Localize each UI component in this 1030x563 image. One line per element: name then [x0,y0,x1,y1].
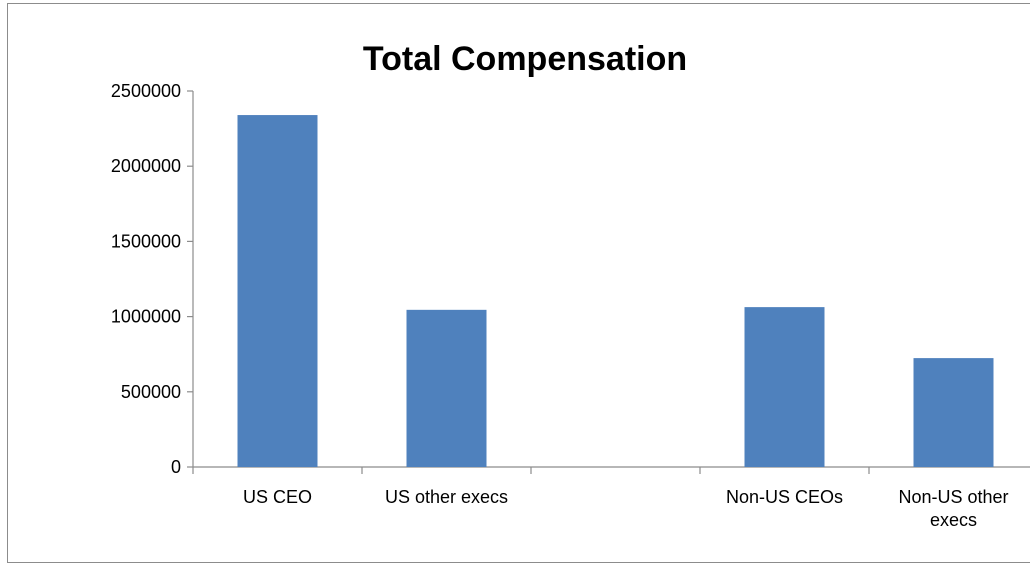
y-tick-label: 2000000 [111,156,181,176]
bar [744,307,825,467]
y-axis: 0 500000 1000000 1500000 2000000 2500000 [111,81,194,477]
x-category-label: Non-US other [898,487,1008,507]
x-axis: US CEO US other execs Non-US CEOs Non-US ot… [192,466,1030,530]
y-tick-label: 0 [171,457,181,477]
bar [913,358,994,467]
y-tick-label: 2500000 [111,81,181,101]
x-category-label: Non-US CEOs [726,487,843,507]
chart-frame [7,3,1030,563]
x-category-label: execs [930,510,977,530]
y-tick-label: 1500000 [111,231,181,251]
bar [237,115,318,468]
bar [406,309,487,467]
chart-title: Total Compensation [363,40,687,78]
x-category-label: US other execs [385,487,508,507]
y-tick-label: 1000000 [111,307,181,327]
x-category-label: US CEO [243,487,312,507]
y-tick-label: 500000 [121,382,181,402]
bars [237,115,994,468]
